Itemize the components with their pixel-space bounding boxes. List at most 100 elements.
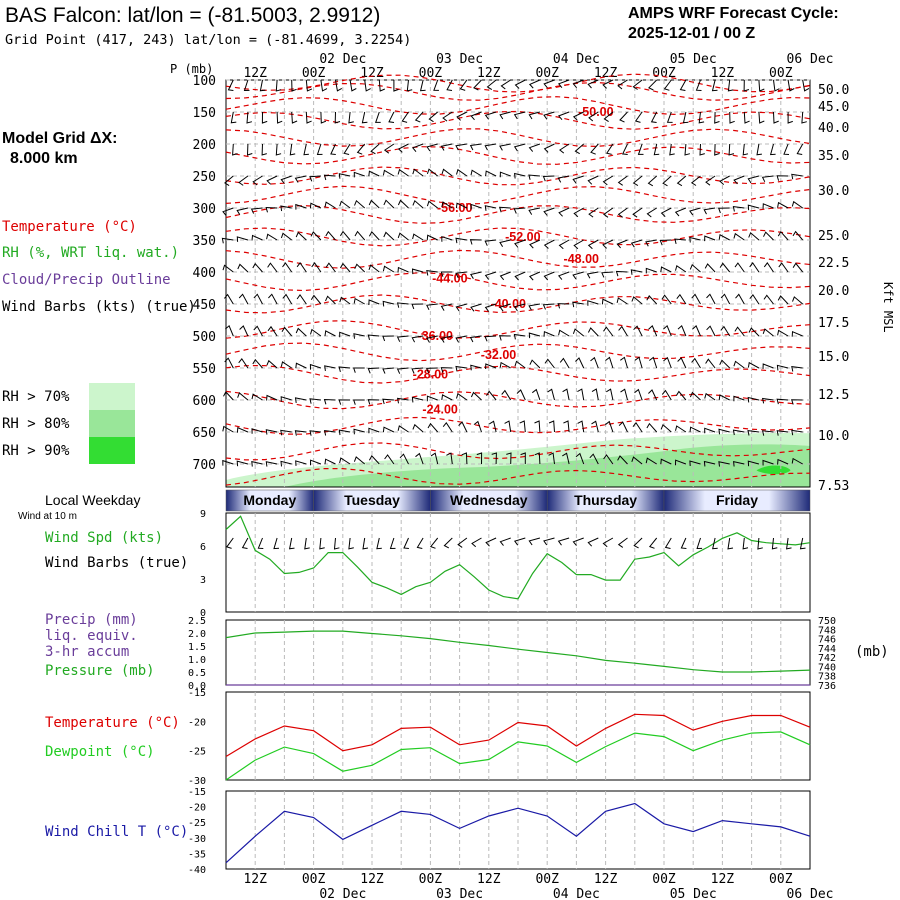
wind-barb <box>587 239 599 250</box>
surface-wind-barb <box>348 537 354 550</box>
wind-barb <box>747 430 759 436</box>
wind-barb <box>486 79 497 91</box>
wind-barb <box>548 420 555 433</box>
wind-barb <box>397 266 409 273</box>
wind-barb <box>426 270 438 276</box>
wind-barb <box>748 327 760 337</box>
pressure-tick-label: 742 <box>818 653 836 664</box>
wind-barb <box>456 392 468 401</box>
wind-barb <box>791 173 803 180</box>
wind-barb <box>705 175 716 186</box>
surface-wind-barb <box>786 537 792 550</box>
wind-barb <box>733 232 745 241</box>
wind-barb <box>446 452 453 465</box>
wind-barb <box>330 143 336 155</box>
wind-barb <box>719 359 731 369</box>
wind-barb <box>663 324 672 337</box>
wind-barb <box>646 295 658 305</box>
windchill-tick-label: -40 <box>188 865 206 876</box>
wind-barb <box>281 326 293 337</box>
wind-barb <box>617 455 628 465</box>
wind-barb <box>675 264 687 273</box>
wind-barb <box>265 429 278 435</box>
wind-barb <box>441 236 453 242</box>
temperature-label: Temperature (°C) <box>45 715 180 731</box>
wind-barb <box>339 457 351 465</box>
wind-barb <box>761 430 774 436</box>
wind-barb <box>455 365 467 372</box>
surface-wind-barb <box>225 537 234 549</box>
wind-barb <box>282 293 293 305</box>
wind-barb <box>791 200 803 209</box>
wind-barb <box>412 168 424 177</box>
wind-barb <box>430 452 439 465</box>
bottom-date-label: 04 Dec <box>553 887 600 900</box>
wind-barb <box>676 175 687 187</box>
kft-tick-label: 20.0 <box>818 284 849 299</box>
wind-tick-label: 3 <box>200 575 206 586</box>
wind-barb <box>689 426 701 433</box>
wind-barb <box>323 398 336 405</box>
pressure-tick-label: 150 <box>193 106 216 121</box>
legend-rh80-label: RH > 80% <box>2 416 70 432</box>
weekday-name: Thursday <box>574 492 637 508</box>
wind-barb <box>303 143 309 156</box>
wind-barb <box>397 168 409 177</box>
wind-barb <box>587 300 599 306</box>
wind-barb <box>382 169 395 177</box>
bottom-hour-label: 00Z <box>769 872 793 887</box>
wind-barb <box>368 264 380 273</box>
wind-barb <box>557 175 570 183</box>
windchill-tick-label: -20 <box>188 803 206 814</box>
wind-barb <box>382 367 394 374</box>
windchill-label: Wind Chill T (°C) <box>45 824 188 840</box>
kft-tick-label: 17.5 <box>818 316 849 331</box>
wind-barb <box>324 201 336 209</box>
weekday-cell <box>663 489 811 512</box>
wind-barb <box>289 143 296 156</box>
wind-barb <box>282 262 293 273</box>
wind-barb <box>251 460 263 467</box>
wind-barb <box>617 175 628 186</box>
wind-barb <box>543 111 555 120</box>
wind-barb <box>473 79 482 91</box>
pressure-axis-label: P (mb) <box>170 62 213 76</box>
legend-cloud: Cloud/Precip Outline <box>2 272 171 288</box>
top-date-label: 04 Dec <box>553 52 600 67</box>
wind-barb <box>442 111 453 122</box>
legend-rh: RH (%, WRT liq. wat.) <box>2 245 179 261</box>
wind-barb <box>499 271 511 281</box>
top-date-label: 06 Dec <box>787 52 834 67</box>
wind-barb <box>649 356 658 369</box>
wind-barb <box>227 79 234 91</box>
wind-barb <box>603 454 614 465</box>
wind-barb <box>470 203 482 210</box>
wind-barb <box>586 271 599 279</box>
wind-barb <box>426 303 438 311</box>
surface-wind-barb <box>513 537 526 546</box>
wind-barb <box>461 452 468 465</box>
wind-barb <box>343 143 351 155</box>
wind-barb <box>663 79 672 91</box>
precip-tick-label: 0.5 <box>188 668 206 679</box>
wind-barb <box>695 79 702 91</box>
wind-barb <box>353 367 365 373</box>
wind-barb <box>547 388 555 401</box>
surface-wind-barb <box>241 537 249 549</box>
wind-barb <box>485 170 497 177</box>
wind-barb <box>224 175 234 187</box>
wind-barb <box>572 79 584 89</box>
wind-barb <box>572 175 584 184</box>
wind-barb <box>470 303 482 312</box>
wind-barb <box>675 459 687 466</box>
top-hour-label: 00Z <box>419 66 443 81</box>
surface-wind-barb <box>304 537 310 550</box>
wind-barb <box>615 270 628 277</box>
wind-barb <box>459 79 468 91</box>
wind-tick-label: 9 <box>200 509 206 520</box>
wind-barb <box>316 143 323 156</box>
temperature-contour-label: -48.00 <box>564 252 599 266</box>
wind-barb <box>334 111 341 124</box>
wind-barb <box>558 329 570 337</box>
wind-barb <box>295 362 307 369</box>
